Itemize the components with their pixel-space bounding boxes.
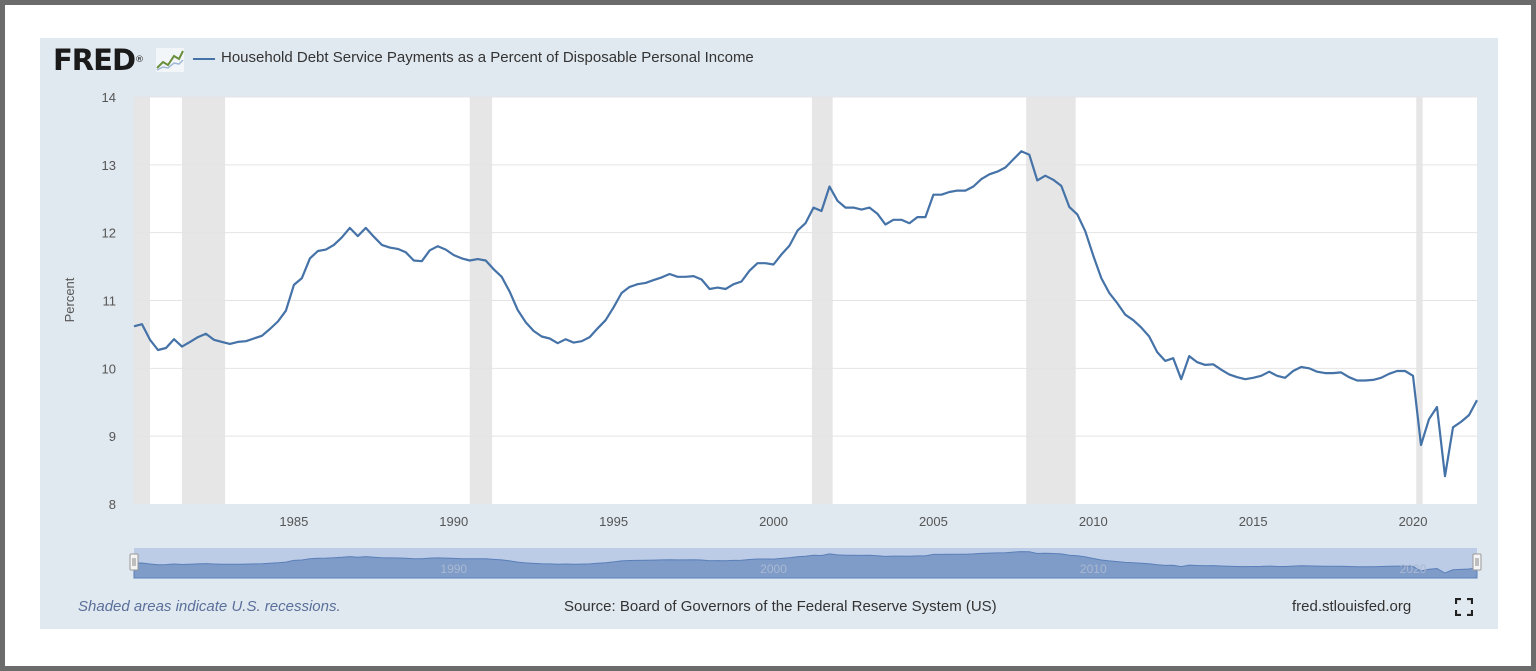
series-title: Household Debt Service Payments as a Per… bbox=[221, 49, 754, 66]
x-tick-label: 1990 bbox=[439, 514, 468, 529]
x-tick-label: 2010 bbox=[1079, 514, 1108, 529]
x-tick-label: 1995 bbox=[599, 514, 628, 529]
recession-note: Shaded areas indicate U.S. recessions. bbox=[78, 598, 341, 615]
navigator-label: 2020 bbox=[1400, 562, 1427, 576]
y-tick-label: 10 bbox=[102, 361, 116, 376]
x-tick-label: 2020 bbox=[1399, 514, 1428, 529]
x-tick-label: 2015 bbox=[1239, 514, 1268, 529]
x-tick-label: 1985 bbox=[279, 514, 308, 529]
source-text: Source: Board of Governors of the Federa… bbox=[564, 598, 997, 615]
fred-logo[interactable]: FRED® bbox=[53, 43, 144, 77]
y-tick-label: 11 bbox=[103, 294, 117, 309]
navigator-handle[interactable] bbox=[129, 553, 139, 571]
navigator-label: 2000 bbox=[760, 562, 787, 576]
navigator-label: 2010 bbox=[1080, 562, 1107, 576]
y-tick-label: 9 bbox=[109, 429, 116, 444]
site-link[interactable]: fred.stlouisfed.org bbox=[1292, 598, 1412, 615]
legend-line-swatch bbox=[193, 58, 215, 60]
y-tick-label: 14 bbox=[102, 90, 116, 105]
series-line bbox=[133, 150, 1478, 478]
y-axis-label: Percent bbox=[62, 277, 77, 322]
navigator-label: 1990 bbox=[440, 562, 467, 576]
y-tick-label: 12 bbox=[102, 226, 116, 241]
navigator-area bbox=[133, 551, 1478, 579]
x-tick-label: 2000 bbox=[759, 514, 788, 529]
navigator-handle[interactable] bbox=[1472, 553, 1482, 571]
y-tick-label: 13 bbox=[102, 158, 116, 173]
fullscreen-icon[interactable] bbox=[1455, 598, 1473, 616]
y-tick-label: 8 bbox=[109, 497, 116, 512]
fred-graph-icon bbox=[156, 48, 184, 72]
x-tick-label: 2005 bbox=[919, 514, 948, 529]
